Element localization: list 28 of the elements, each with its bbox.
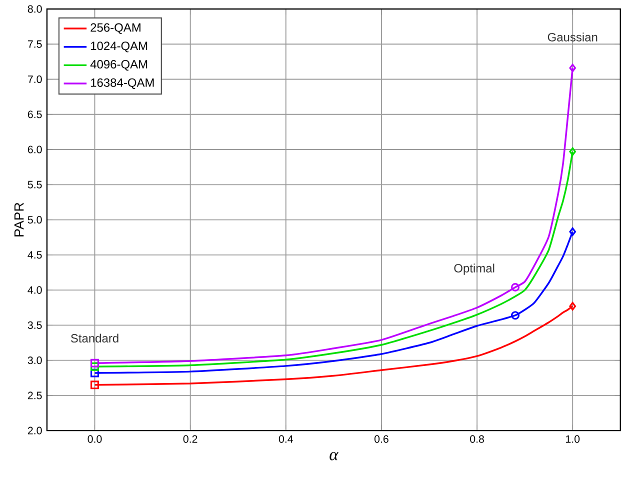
y-tick-label: 6.0 (28, 146, 42, 154)
y-tick-label: 2.0 (28, 427, 42, 435)
annotation: Standard (70, 334, 118, 343)
legend-label: 16384-QAM (91, 78, 154, 90)
x-tick-label: 0.6 (374, 436, 388, 444)
x-axis-title: α (330, 452, 339, 461)
x-tick-label: 0.2 (183, 436, 198, 444)
annotation: Gaussian (548, 32, 598, 42)
y-tick-label: 7.5 (28, 40, 42, 48)
y-tick-label: 4.0 (28, 286, 42, 294)
x-tick-label: 0.0 (88, 436, 102, 444)
y-tick-label: 4.5 (28, 251, 42, 259)
y-axis-title: PAPR (14, 202, 24, 237)
legend-label: 4096-QAM (90, 60, 148, 71)
x-tick-label: 0.4 (278, 436, 293, 444)
x-tick-label: 1.0 (566, 436, 580, 444)
y-tick-label: 3.0 (28, 356, 42, 364)
y-tick-label: 5.0 (28, 216, 42, 224)
legend-label: 1024-QAM (91, 42, 148, 53)
y-tick-label: 8.0 (28, 5, 42, 13)
x-tick-label: 0.8 (470, 436, 484, 444)
y-tick-label: 7.0 (28, 76, 42, 84)
y-tick-label: 5.5 (28, 181, 42, 189)
legend-label: 256-QAM (90, 24, 140, 34)
y-tick-label: 2.5 (28, 392, 42, 400)
annotation: Optimal (454, 264, 494, 276)
y-tick-label: 3.5 (28, 322, 42, 330)
y-tick-label: 6.5 (28, 110, 42, 118)
